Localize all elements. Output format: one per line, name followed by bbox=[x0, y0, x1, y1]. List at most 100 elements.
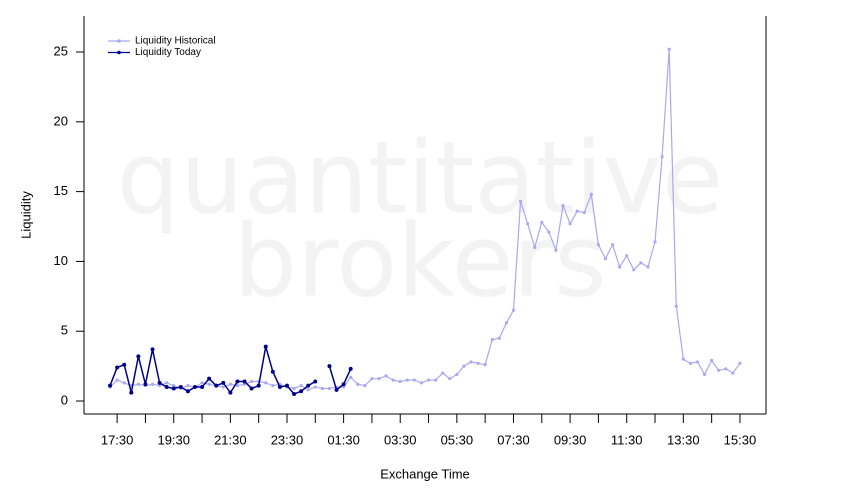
x-tick-label: 07:30 bbox=[497, 432, 530, 447]
data-point bbox=[207, 376, 212, 381]
legend-marker bbox=[117, 50, 121, 55]
y-tick-label: 5 bbox=[61, 323, 68, 338]
x-tick-label: 05:30 bbox=[441, 432, 474, 447]
data-point bbox=[625, 254, 629, 258]
data-point bbox=[533, 245, 537, 250]
data-point bbox=[165, 381, 169, 385]
data-point bbox=[292, 392, 297, 397]
data-point bbox=[341, 382, 346, 387]
data-point bbox=[178, 385, 183, 390]
y-tick-label: 20 bbox=[54, 113, 68, 128]
data-point bbox=[108, 383, 113, 388]
data-point bbox=[334, 387, 339, 392]
data-point bbox=[270, 369, 275, 374]
data-point bbox=[610, 243, 615, 247]
data-point bbox=[660, 155, 664, 159]
data-point bbox=[540, 220, 544, 224]
data-point bbox=[122, 362, 127, 367]
data-point bbox=[483, 363, 487, 367]
data-point bbox=[632, 268, 636, 272]
data-point bbox=[172, 384, 176, 388]
legend-label: Liquidity Historical bbox=[135, 36, 216, 47]
data-point bbox=[596, 243, 601, 247]
data-point bbox=[249, 386, 254, 391]
x-tick-label: 15:30 bbox=[724, 432, 757, 447]
data-point bbox=[249, 379, 254, 384]
data-point bbox=[441, 371, 445, 375]
x-tick-label: 21:30 bbox=[214, 432, 247, 447]
data-point bbox=[469, 360, 473, 364]
data-point bbox=[667, 47, 671, 51]
data-point bbox=[731, 371, 735, 375]
data-point bbox=[115, 378, 119, 382]
data-point bbox=[235, 384, 240, 388]
data-point bbox=[384, 374, 388, 378]
data-point bbox=[391, 378, 395, 382]
data-point bbox=[313, 385, 317, 389]
data-point bbox=[284, 383, 289, 388]
data-point bbox=[419, 381, 424, 385]
data-point bbox=[405, 378, 409, 382]
data-point bbox=[313, 379, 318, 384]
data-point bbox=[264, 381, 268, 385]
data-point bbox=[157, 384, 162, 388]
data-point bbox=[150, 347, 155, 352]
data-point bbox=[299, 384, 303, 388]
data-point bbox=[277, 385, 282, 390]
data-point bbox=[115, 365, 120, 370]
data-point bbox=[674, 304, 678, 308]
data-point bbox=[681, 357, 685, 361]
data-point bbox=[143, 382, 148, 387]
data-point bbox=[561, 203, 565, 208]
data-point bbox=[228, 382, 232, 386]
data-point bbox=[200, 385, 205, 390]
x-tick-label: 19:30 bbox=[157, 432, 190, 447]
data-point bbox=[207, 382, 211, 386]
data-point bbox=[136, 382, 140, 386]
series-line bbox=[328, 365, 352, 392]
data-point bbox=[129, 390, 134, 395]
y-axis-title: Liquidity bbox=[18, 191, 33, 239]
data-point bbox=[618, 265, 622, 269]
legend-marker bbox=[117, 39, 121, 43]
data-point bbox=[426, 378, 431, 382]
data-point bbox=[724, 367, 728, 371]
data-point bbox=[327, 364, 332, 369]
data-point bbox=[185, 389, 190, 394]
data-point bbox=[695, 360, 700, 364]
data-point bbox=[306, 383, 311, 388]
data-point bbox=[122, 381, 126, 385]
data-point bbox=[299, 389, 304, 394]
data-point bbox=[256, 383, 261, 388]
x-tick-label: 17:30 bbox=[101, 432, 134, 447]
data-point bbox=[221, 385, 225, 389]
data-point bbox=[342, 385, 346, 389]
data-point bbox=[462, 364, 466, 368]
watermark: quantitative bbox=[117, 119, 724, 236]
y-tick-label: 25 bbox=[54, 43, 68, 58]
data-point bbox=[710, 358, 714, 363]
data-point bbox=[349, 375, 353, 379]
data-point bbox=[448, 377, 452, 381]
data-point bbox=[164, 385, 169, 390]
data-point bbox=[639, 261, 643, 265]
legend-label: Liquidity Today bbox=[135, 47, 201, 58]
x-tick-label: 01:30 bbox=[327, 432, 360, 447]
x-tick-label: 13:30 bbox=[667, 432, 700, 447]
data-point bbox=[603, 257, 608, 261]
data-point bbox=[136, 354, 141, 359]
data-point bbox=[327, 386, 332, 391]
y-tick-label: 10 bbox=[54, 253, 68, 268]
data-point bbox=[575, 209, 579, 213]
watermark: brokers bbox=[234, 202, 607, 319]
data-point bbox=[568, 222, 572, 226]
data-point bbox=[157, 380, 162, 385]
data-point bbox=[702, 372, 707, 377]
data-point bbox=[221, 380, 226, 385]
data-point bbox=[171, 386, 176, 391]
data-point bbox=[271, 384, 275, 388]
data-point bbox=[377, 377, 381, 381]
data-point bbox=[192, 385, 197, 390]
data-point bbox=[526, 222, 530, 226]
